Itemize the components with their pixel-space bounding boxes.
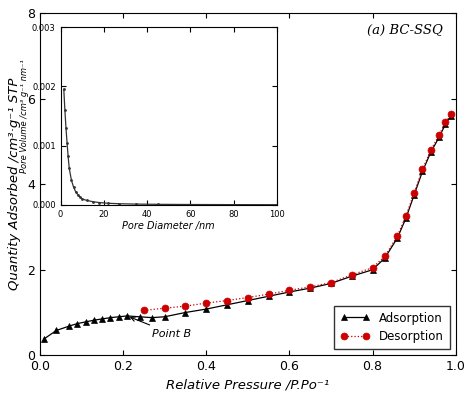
Adsorption [411,192,417,197]
Desorption [286,288,292,293]
Adsorption [124,314,130,318]
Adsorption [428,150,434,155]
Adsorption [137,314,142,319]
Legend: Adsorption, Desorption: Adsorption, Desorption [334,306,450,349]
Adsorption [99,316,105,321]
Adsorption [245,298,251,303]
Desorption [428,148,434,152]
Text: (a) BC-SSQ: (a) BC-SSQ [367,24,443,36]
Adsorption [66,324,72,328]
Adsorption [403,216,409,221]
Desorption [182,304,188,308]
Text: Point B: Point B [131,317,191,339]
Adsorption [395,235,401,240]
Adsorption [443,122,448,127]
Desorption [141,308,146,313]
Adsorption [328,281,334,286]
Adsorption [436,135,442,140]
Desorption [411,190,417,195]
Desorption [370,265,375,270]
Desorption [448,111,454,116]
Y-axis label: Quantity Adsorbed /cm³·g⁻¹ STP: Quantity Adsorbed /cm³·g⁻¹ STP [9,78,21,290]
Desorption [266,292,272,296]
Line: Desorption: Desorption [140,110,454,314]
X-axis label: Relative Pressure /P.Po⁻¹: Relative Pressure /P.Po⁻¹ [166,379,329,392]
Adsorption [286,290,292,294]
Adsorption [41,337,47,342]
Desorption [203,301,209,306]
Desorption [443,120,448,125]
Desorption [403,214,409,219]
Adsorption [203,307,209,312]
Adsorption [370,267,375,272]
Desorption [436,133,442,138]
Adsorption [224,302,230,307]
Desorption [419,167,425,172]
Desorption [307,284,313,289]
Desorption [349,272,355,277]
Adsorption [307,286,313,290]
Adsorption [349,274,355,278]
Adsorption [108,315,113,320]
Adsorption [82,320,88,324]
Adsorption [382,256,388,260]
Adsorption [266,294,272,299]
Desorption [224,298,230,303]
Adsorption [91,318,97,323]
Adsorption [54,328,59,333]
Desorption [395,233,401,238]
Adsorption [162,314,167,319]
Adsorption [116,314,122,319]
Desorption [245,295,251,300]
Desorption [328,280,334,285]
Adsorption [182,310,188,315]
Adsorption [448,114,454,118]
Desorption [162,306,167,311]
Adsorption [419,169,425,174]
Adsorption [149,315,155,320]
Desorption [382,254,388,258]
Line: Adsorption: Adsorption [41,113,454,342]
Adsorption [74,321,80,326]
